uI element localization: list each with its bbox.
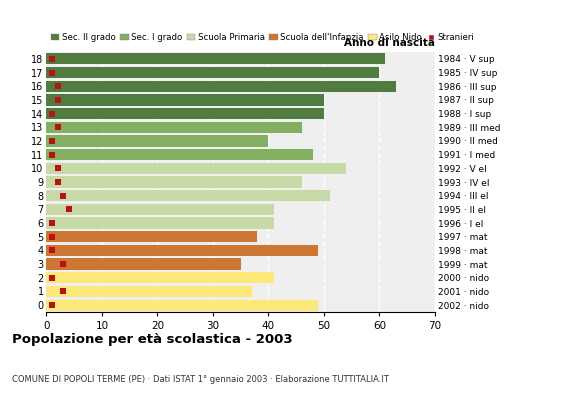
Bar [46,122,302,133]
Bar [46,163,346,174]
Bar [46,286,252,297]
Bar [46,218,274,229]
Text: COMUNE DI POPOLI TERME (PE) · Dati ISTAT 1° gennaio 2003 · Elaborazione TUTTITAL: COMUNE DI POPOLI TERME (PE) · Dati ISTAT… [12,375,389,384]
Bar [46,272,274,283]
Bar [46,176,302,188]
Bar [46,204,274,215]
Text: Popolazione per età scolastica - 2003: Popolazione per età scolastica - 2003 [12,333,292,346]
Bar [46,94,324,106]
Bar [46,245,318,256]
Bar [46,81,396,92]
Bar [46,53,385,64]
Bar [46,149,313,160]
Bar [46,135,269,146]
Bar [46,258,241,270]
Legend: Sec. II grado, Sec. I grado, Scuola Primaria, Scuola dell'Infanzia, Asilo Nido, : Sec. II grado, Sec. I grado, Scuola Prim… [50,34,474,42]
Bar [46,67,379,78]
Bar [46,231,258,242]
Bar [46,300,318,311]
Bar [46,190,329,201]
Bar [46,108,324,119]
Text: Anno di nascita: Anno di nascita [344,38,435,48]
